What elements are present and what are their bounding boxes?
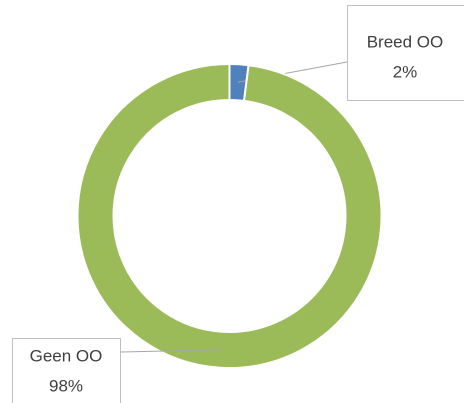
value-label: 2% [393, 62, 418, 81]
donut-slice [76, 62, 383, 369]
value-label: 98% [49, 376, 83, 395]
leader-line [119, 349, 222, 353]
label-box [347, 5, 464, 101]
label-box [12, 338, 121, 403]
category-label: Geen OO [30, 346, 103, 365]
category-label: Breed OO [367, 32, 444, 51]
